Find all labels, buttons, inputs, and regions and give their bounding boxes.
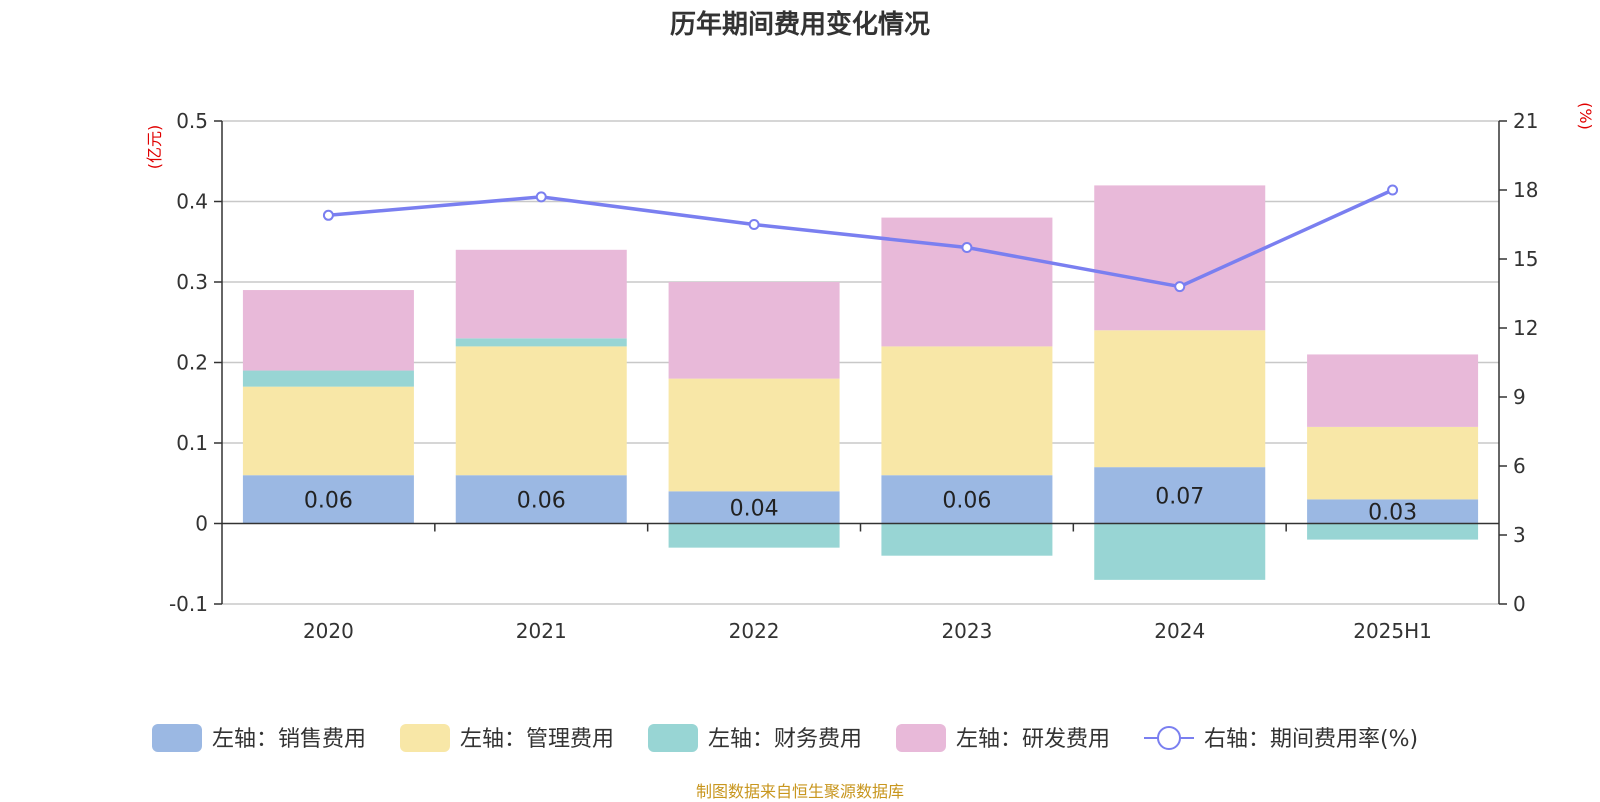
bar-segment [1094,330,1266,468]
bar-value-label: 0.06 [304,488,353,513]
bar-value-label: 0.07 [1155,484,1204,509]
bar-segment [455,249,627,339]
bar-segment [455,346,627,476]
bar-value-label: 0.03 [1368,500,1417,525]
left-axis-tick-label: 0.5 [176,109,208,133]
x-axis-category-label: 2022 [729,619,780,643]
x-axis-category-label: 2025H1 [1353,619,1432,643]
right-axis-tick-label: 18 [1513,178,1538,202]
chart-title: 历年期间费用变化情况 [669,10,930,40]
x-axis-category-label: 2021 [516,619,567,643]
right-axis-tick-label: 21 [1513,109,1538,133]
source-note: 制图数据来自恒生聚源数据库 [695,782,904,801]
bar-segment [668,378,840,492]
right-axis-tick-label: 9 [1513,385,1526,409]
left-axis-tick-label: 0.3 [176,270,208,294]
bar-segment [668,523,840,548]
bar-segment [881,217,1053,347]
legend-swatch [152,724,202,752]
bar-segment [242,370,414,387]
bar-segment [242,290,414,371]
bar-value-label: 0.06 [942,488,991,513]
bar-segment [1307,426,1479,500]
bar-segment [668,491,840,524]
bar-value-label: 0.06 [517,488,566,513]
bar-value-label: 0.04 [730,496,779,521]
bar-segment [881,475,1053,524]
right-axis-tick-label: 0 [1513,592,1526,616]
left-axis-tick-label: -0.1 [169,592,208,616]
bar-segment [1094,467,1266,524]
legend-marker [1157,726,1181,750]
right-axis-tick-label: 12 [1513,316,1538,340]
bar-segment [881,523,1053,556]
legend-label: 左轴：财务费用 [708,727,862,752]
bar-segment [1094,523,1266,580]
bar-segment [1307,523,1479,540]
legend-label: 右轴：期间费用率(%) [1204,727,1418,752]
right-axis-unit: (%) [1576,102,1595,130]
rate-line [328,188,1394,289]
x-axis-category-label: 2020 [303,619,354,643]
rate-point [322,209,334,221]
x-axis-category-label: 2023 [941,619,992,643]
bar-segment [455,475,627,524]
left-axis-tick-label: 0 [195,512,208,536]
rate-point [961,242,973,253]
right-axis-tick-label: 3 [1513,523,1526,547]
legend-swatch [400,724,450,752]
rate-point [535,191,547,203]
legend-swatch [896,724,946,752]
bar-segment [242,475,414,524]
bar-segment [668,282,840,379]
left-axis-tick-label: 0.1 [176,431,208,455]
left-axis-unit: (亿元) [145,125,164,170]
legend-label: 左轴：销售费用 [212,727,366,752]
right-axis-tick-label: 15 [1513,247,1538,271]
bar-segment [242,386,414,476]
bar-segment [1307,354,1479,427]
x-axis-category-label: 2024 [1154,619,1205,643]
left-axis-tick-label: 0.4 [176,190,208,214]
right-axis-tick-label: 6 [1513,454,1526,478]
legend-swatch [648,724,698,752]
legend-label: 左轴：管理费用 [460,727,614,752]
bar-segment [1307,499,1479,524]
bar-segment [881,346,1053,476]
bar-segment [455,338,627,347]
legend-label: 左轴：研发费用 [956,727,1110,752]
left-axis-tick-label: 0.2 [176,351,208,375]
rate-point [1387,184,1399,196]
rate-point [1174,281,1186,293]
bar-segment [1094,185,1266,331]
rate-point [748,219,760,230]
